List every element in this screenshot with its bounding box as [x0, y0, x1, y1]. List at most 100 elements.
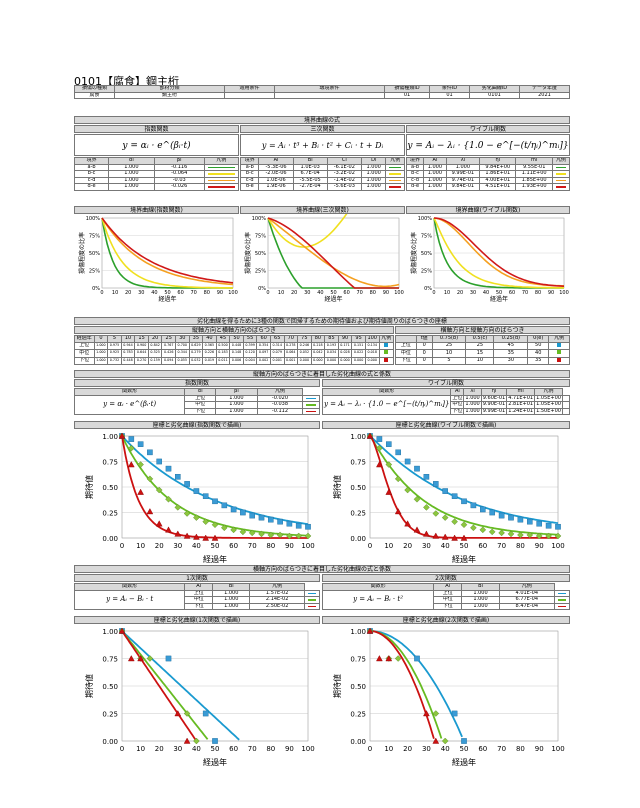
- value-cell: 0.279: [188, 349, 204, 358]
- x-tick-label: 90: [285, 542, 294, 550]
- value-cell: 45: [493, 341, 529, 350]
- coef-cell: 1.000: [212, 589, 251, 597]
- value-cell: 0.842: [147, 341, 163, 350]
- x-tick-label: 50: [164, 290, 170, 296]
- panel-name: 2次関数: [322, 574, 570, 582]
- y-tick-label: 0.50: [350, 683, 366, 691]
- value-cell: 25: [431, 341, 467, 350]
- data-point-mid: [432, 710, 440, 717]
- value-cell: 0.001: [283, 356, 299, 365]
- x-tick-label: 30: [138, 290, 144, 296]
- data-point-mid: [554, 532, 562, 540]
- x-tick-label: 100: [551, 542, 564, 550]
- coef-cell: -2.7E-04: [292, 183, 328, 191]
- value-cell: 35: [527, 356, 550, 365]
- coef-cell: 1.000: [463, 407, 482, 415]
- data-point-upper: [286, 520, 293, 527]
- value-cell: 下位: [395, 356, 417, 365]
- data-point-upper: [376, 436, 383, 442]
- legend-marker: [378, 341, 395, 350]
- value-cell: 0.426: [161, 349, 176, 358]
- panel-name: ワイブル関数: [406, 125, 570, 133]
- x-tick-label: 70: [248, 745, 257, 753]
- x-tick-label: 10: [384, 542, 393, 550]
- data-point-upper: [470, 502, 477, 509]
- value-cell: 1.000: [93, 349, 109, 358]
- coef-header: Bi: [212, 583, 251, 591]
- value-cell: 0.120: [242, 349, 258, 358]
- data-point-low: [413, 526, 421, 533]
- value-cell: 15: [465, 349, 495, 358]
- x-axis-label: 経過年: [203, 757, 227, 767]
- x-tick-label: 20: [125, 290, 131, 296]
- x-tick-label: 10: [444, 290, 450, 296]
- x-tick-label: 100: [301, 542, 314, 550]
- value-cell: 0.629: [188, 341, 204, 350]
- data-point-mid: [295, 532, 302, 540]
- x-tick-label: 10: [136, 745, 145, 753]
- x-tick-label: 60: [229, 542, 238, 550]
- value-cell: 1.000: [93, 341, 109, 350]
- x-axis-label: 経過年: [490, 295, 508, 303]
- x-tick-label: 100: [228, 290, 238, 296]
- data-point-upper: [414, 465, 420, 472]
- hdr-value: 0101: [469, 91, 520, 99]
- coef-cell: 2.50E-02: [249, 602, 305, 610]
- value-cell: 0.900: [134, 341, 149, 350]
- data-point-mid: [526, 531, 534, 539]
- y-axis-label: 期待値: [332, 475, 342, 499]
- data-point-low: [376, 655, 383, 662]
- value-cell: 25: [465, 341, 495, 350]
- value-cell: 5: [431, 356, 467, 365]
- coef-cell: d-e: [405, 183, 425, 191]
- data-point-low: [118, 432, 126, 439]
- value-cell: 0.028: [337, 349, 353, 358]
- data-point-low: [385, 488, 393, 495]
- regression-curve: [369, 435, 559, 536]
- x-tick-label: 30: [422, 745, 431, 753]
- value-cell: 10: [465, 356, 495, 365]
- data-point-upper: [249, 512, 256, 519]
- value-cell: 0.448: [229, 341, 244, 350]
- value-cell: 0.134: [364, 341, 380, 350]
- x-tick-label: 70: [522, 290, 528, 296]
- coef-cell: 9.60E-01: [480, 394, 508, 402]
- chart-title: 境界曲線(指数関数): [74, 206, 239, 214]
- x-tick-label: 60: [229, 745, 238, 753]
- x-tick-label: 60: [343, 290, 349, 296]
- value-cell: 中位: [395, 349, 417, 358]
- legend-swatch: [303, 602, 321, 610]
- data-point-low: [146, 508, 154, 515]
- hdr-value: 01: [384, 91, 430, 99]
- coef-cell: 1.000: [463, 401, 482, 409]
- y-tick-label: 0.00: [350, 535, 366, 543]
- value-cell: 0.732: [107, 356, 122, 365]
- data-point-mid: [470, 524, 477, 532]
- coef-cell: 9.84E-01: [445, 183, 481, 191]
- coef-table: 関数形 Ai Bi 凡例 y = Aᵢ − Bᵢ · t² 上位 1.000 4.01E-04…: [321, 583, 571, 610]
- data-point-mid: [230, 526, 237, 534]
- boundary-curve: [101, 217, 234, 284]
- panel-equation: y = Aᵢ − Bᵢ · t: [73, 589, 186, 610]
- value-cell: 0.644: [134, 349, 149, 358]
- y-tick-label: 75%: [89, 234, 100, 240]
- data-point-upper: [137, 441, 144, 447]
- y-tick-label: 1.00: [350, 628, 366, 636]
- legend-swatch: [303, 589, 321, 597]
- coef-cell: -5.6E-03: [326, 183, 362, 191]
- data-point-mid: [507, 530, 515, 538]
- legend-swatch: [302, 407, 320, 415]
- y-tick-label: 25%: [421, 269, 432, 275]
- coef-cell: 4.51E+01: [479, 183, 517, 191]
- data-point-upper: [526, 518, 533, 525]
- y-tick-label: 1.00: [102, 433, 118, 441]
- x-tick-label: 50: [211, 542, 220, 550]
- data-point-upper: [128, 436, 135, 442]
- coef-table: 関数形 Ai Bi 凡例 y = Aᵢ − Bᵢ · t 上位 1.000 1.57E-02 中…: [73, 583, 321, 610]
- data-point-upper: [202, 710, 209, 717]
- data-point-low: [202, 534, 210, 541]
- legend-swatch: [553, 589, 571, 597]
- data-point-upper: [258, 514, 265, 521]
- legend-swatch: [385, 183, 405, 191]
- x-tick-label: 50: [496, 290, 502, 296]
